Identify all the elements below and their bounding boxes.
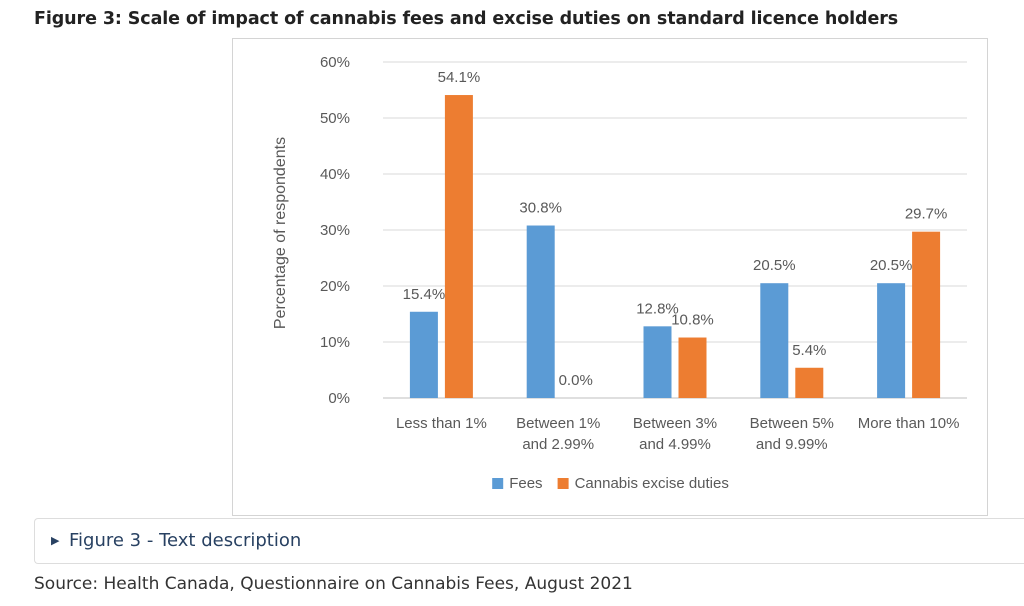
bar-fees [877,283,906,398]
x-category-label: and 2.99% [522,436,594,453]
bar-fees [526,225,555,398]
data-label: 29.7% [905,206,948,223]
x-category-label: Between 3% [633,415,717,432]
text-description-toggle[interactable]: ▶ Figure 3 - Text description [34,518,1024,564]
y-tick-label: 40% [320,166,350,183]
y-axis-title: Percentage of respondents [272,137,289,329]
x-category-label: and 4.99% [639,436,711,453]
legend-label: Cannabis excise duties [575,475,729,492]
expand-triangle-icon: ▶ [51,535,60,547]
bar-fees [409,311,438,398]
bar-excise-duties [444,95,473,398]
legend-label: Fees [509,475,542,492]
figure-title: Figure 3: Scale of impact of cannabis fe… [34,9,899,29]
text-description-label[interactable]: Figure 3 - Text description [69,530,302,551]
data-label: 15.4% [403,286,446,303]
data-label: 54.1% [438,69,481,86]
x-category-label: More than 10% [858,415,960,432]
y-tick-label: 30% [320,222,350,239]
bar-chart: 0% 10% 20% 30% 40% 50% 60% Percentage of respon… [272,54,967,492]
data-label: 30.8% [519,200,562,217]
data-label: 5.4% [792,342,826,359]
bar-fees [760,283,789,398]
y-tick-label: 60% [320,54,350,71]
source-note: Source: Health Canada, Questionnaire on … [34,574,633,594]
bar-excise-duties [678,337,707,398]
bar-fees [643,326,672,398]
x-category-label: Between 5% [750,415,834,432]
x-category-label: Less than 1% [396,415,487,432]
y-tick-label: 50% [320,110,350,127]
data-label: 20.5% [870,257,913,274]
y-tick-label: 10% [320,334,350,351]
bar-excise-duties [912,231,941,398]
chart-frame: 0% 10% 20% 30% 40% 50% 60% Percentage of respon… [232,38,988,516]
x-category-label: Between 1% [516,415,600,432]
data-label: 10.8% [671,312,714,329]
data-label: 0.0% [559,372,593,389]
data-label: 12.8% [636,300,679,317]
legend-swatch [492,478,504,489]
y-tick-label: 20% [320,278,350,295]
y-tick-label: 0% [328,390,350,407]
data-label: 20.5% [753,257,796,274]
legend-swatch [557,478,569,489]
bar-excise-duties [795,367,824,398]
x-category-label: and 9.99% [756,436,828,453]
